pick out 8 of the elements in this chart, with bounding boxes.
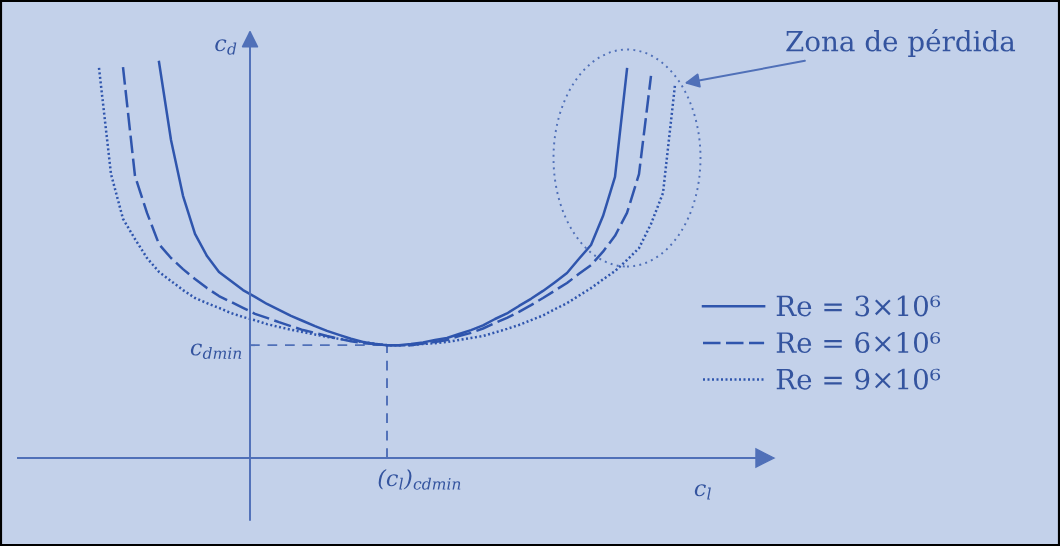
legend-label: Re = 9×10⁶ xyxy=(776,368,941,390)
ref-line-label: c$_{dmin}$ xyxy=(190,343,242,359)
x-axis-title: c$_{l}$ xyxy=(694,484,711,500)
legend-label: Re = 3×10⁶ xyxy=(776,295,941,317)
legend-label: Re = 6×10⁶ xyxy=(776,332,941,354)
text: Zona de pérdida xyxy=(786,29,1016,57)
y-axis-title: c$_{d}$ xyxy=(215,39,237,55)
text: (c$_{l}$)$_{cdmin}$ xyxy=(378,469,461,490)
